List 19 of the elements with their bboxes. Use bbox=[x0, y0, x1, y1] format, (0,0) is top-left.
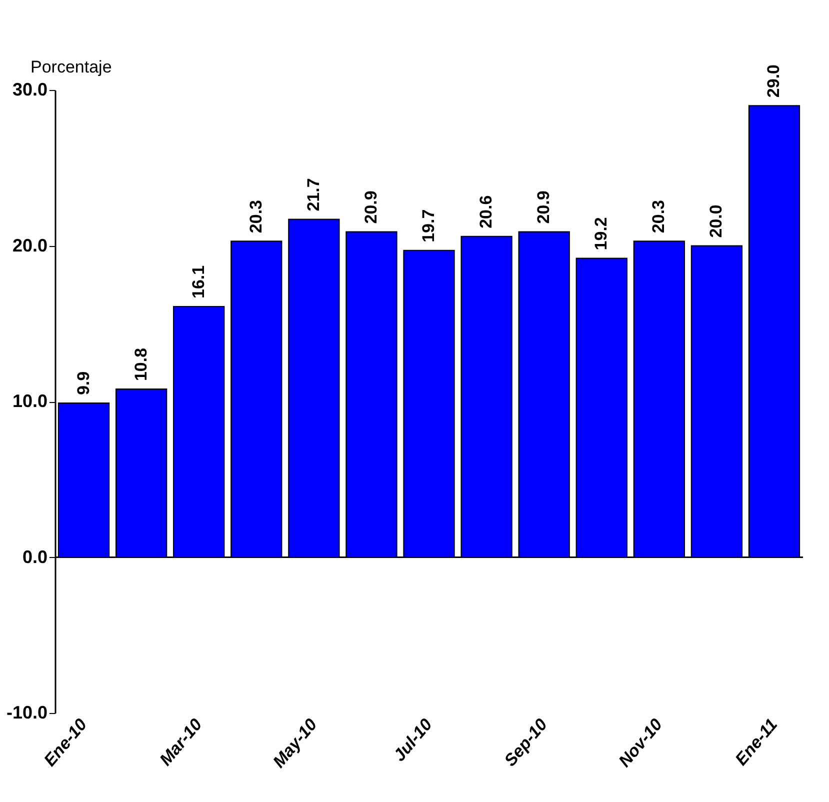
data-label: 10.8 bbox=[131, 348, 150, 382]
data-label: 20.9 bbox=[534, 190, 554, 224]
data-label: 19.7 bbox=[419, 209, 438, 242]
y-tick-label: 30.0 bbox=[12, 80, 48, 100]
data-label: 20.3 bbox=[246, 200, 266, 234]
y-tick-label: -10.0 bbox=[6, 702, 48, 722]
data-label: 21.7 bbox=[304, 178, 323, 212]
data-label: 9.9 bbox=[74, 371, 93, 396]
data-label: 20.0 bbox=[706, 204, 726, 238]
y-tick-label: 0.0 bbox=[22, 546, 48, 567]
data-label: 19.2 bbox=[592, 217, 611, 250]
data-label: 20.3 bbox=[649, 200, 668, 234]
y-axis-title: Porcentaje bbox=[30, 58, 112, 76]
data-label: 29.0 bbox=[764, 64, 784, 98]
y-tick-label: 10.0 bbox=[12, 391, 48, 411]
data-label: 20.9 bbox=[361, 190, 380, 224]
data-label: 20.6 bbox=[476, 195, 496, 228]
data-label: 16.1 bbox=[188, 265, 208, 298]
y-tick-label: 20.0 bbox=[12, 235, 48, 256]
